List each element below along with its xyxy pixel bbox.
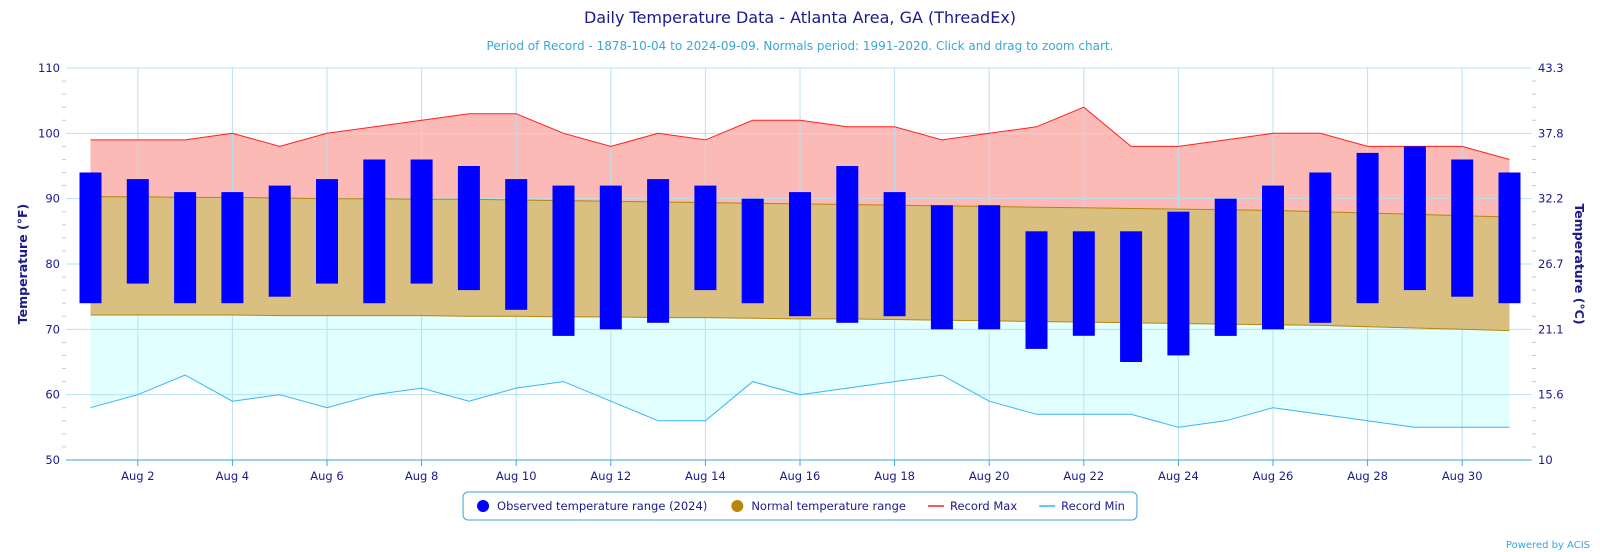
- observed-bar[interactable]: [363, 159, 386, 304]
- y-tick-label-right: 37.8: [1538, 126, 1564, 140]
- y-tick-label-right: 15.6: [1538, 388, 1564, 402]
- observed-bar[interactable]: [505, 179, 528, 310]
- observed-bar[interactable]: [126, 179, 149, 284]
- observed-bar[interactable]: [457, 166, 480, 291]
- y-axis-title-right: Temperature (°C): [1572, 203, 1587, 324]
- observed-bar[interactable]: [694, 185, 717, 291]
- record-max-line: [90, 106, 1510, 160]
- observed-bar[interactable]: [79, 172, 102, 304]
- chart-title: Daily Temperature Data - Atlanta Area, G…: [584, 8, 1016, 27]
- observed-bar[interactable]: [741, 198, 764, 304]
- observed-bar[interactable]: [978, 205, 1001, 330]
- observed-bar[interactable]: [1451, 159, 1474, 297]
- observed-bar[interactable]: [1167, 211, 1190, 356]
- axes: 50 60 70 80 90 100 110 10 15.6 21.1 26.7 32.2 37.8 43…: [38, 61, 1564, 483]
- y-tick-label-right: 26.7: [1538, 257, 1564, 271]
- observed-bar[interactable]: [1309, 172, 1332, 323]
- y-tick-label-left: 100: [38, 126, 60, 140]
- observed-bar[interactable]: [836, 166, 859, 323]
- observed-bar[interactable]: [930, 205, 953, 330]
- observed-bar[interactable]: [174, 192, 197, 304]
- observed-bar[interactable]: [316, 179, 338, 284]
- x-tick-label: Aug 24: [1158, 469, 1199, 483]
- x-tick-label: Aug 18: [874, 469, 915, 483]
- observed-bar[interactable]: [599, 185, 622, 330]
- legend[interactable]: Observed temperature range (2024) Normal …: [462, 491, 1138, 521]
- observed-bar[interactable]: [268, 185, 291, 297]
- observed-bar[interactable]: [1120, 231, 1143, 362]
- x-tick-label: Aug 16: [780, 469, 821, 483]
- observed-bar[interactable]: [883, 192, 906, 317]
- legend-item-label: Observed temperature range (2024): [497, 499, 707, 513]
- y-tick-label-left: 50: [45, 453, 60, 467]
- record-min-line: [90, 374, 1510, 428]
- y-tick-label-left: 90: [45, 192, 60, 206]
- y-tick-label-left: 70: [45, 322, 60, 336]
- observed-bar[interactable]: [552, 185, 575, 336]
- y-tick-label-left: 80: [45, 257, 60, 271]
- observed-bar[interactable]: [647, 179, 670, 323]
- x-tick-label: Aug 12: [590, 469, 631, 483]
- y-tick-label-left: 60: [45, 388, 60, 402]
- credit-text[interactable]: Powered by ACIS: [1506, 540, 1590, 551]
- legend-box: [462, 491, 1138, 521]
- y-tick-label-right: 43.3: [1538, 61, 1564, 75]
- y-tick-label-left: 110: [38, 61, 60, 75]
- observed-bar[interactable]: [1025, 231, 1048, 349]
- y-tick-label-right: 21.1: [1538, 322, 1564, 336]
- observed-bar[interactable]: [789, 192, 811, 317]
- observed-bar[interactable]: [1214, 198, 1237, 336]
- x-tick-label: Aug 4: [216, 469, 249, 483]
- observed-bar[interactable]: [1356, 152, 1379, 304]
- y-tick-label-right: 10: [1538, 453, 1553, 467]
- x-tick-label: Aug 26: [1253, 469, 1294, 483]
- x-tick-label: Aug 14: [685, 469, 726, 483]
- observed-bar[interactable]: [1262, 185, 1284, 330]
- x-tick-label: Aug 8: [405, 469, 438, 483]
- record-lines: [90, 106, 1510, 428]
- legend-marker-circle: [477, 500, 490, 512]
- y-axis-title-left: Temperature (°F): [15, 204, 30, 324]
- x-tick-label: Aug 2: [121, 469, 154, 483]
- x-tick-label: Aug 22: [1063, 469, 1104, 483]
- legend-item-label: Record Max: [950, 499, 1017, 513]
- x-tick-label: Aug 30: [1442, 469, 1483, 483]
- observed-bar[interactable]: [1403, 146, 1426, 291]
- observed-bar[interactable]: [1072, 231, 1095, 336]
- x-tick-label: Aug 6: [310, 469, 343, 483]
- x-tick-label: Aug 10: [496, 469, 537, 483]
- y-tick-label-right: 32.2: [1538, 192, 1564, 206]
- chart-subtitle: Period of Record - 1878-10-04 to 2024-09…: [487, 39, 1114, 53]
- x-tick-label: Aug 20: [969, 469, 1010, 483]
- legend-marker-circle: [731, 500, 744, 512]
- observed-bar[interactable]: [221, 192, 244, 304]
- observed-bar[interactable]: [1498, 172, 1521, 304]
- observed-range-bars[interactable]: [79, 146, 1521, 362]
- x-tick-label: Aug 28: [1347, 469, 1388, 483]
- observed-bar[interactable]: [410, 159, 433, 284]
- legend-item-label: Record Min: [1061, 499, 1125, 513]
- legend-item-label: Normal temperature range: [751, 499, 906, 513]
